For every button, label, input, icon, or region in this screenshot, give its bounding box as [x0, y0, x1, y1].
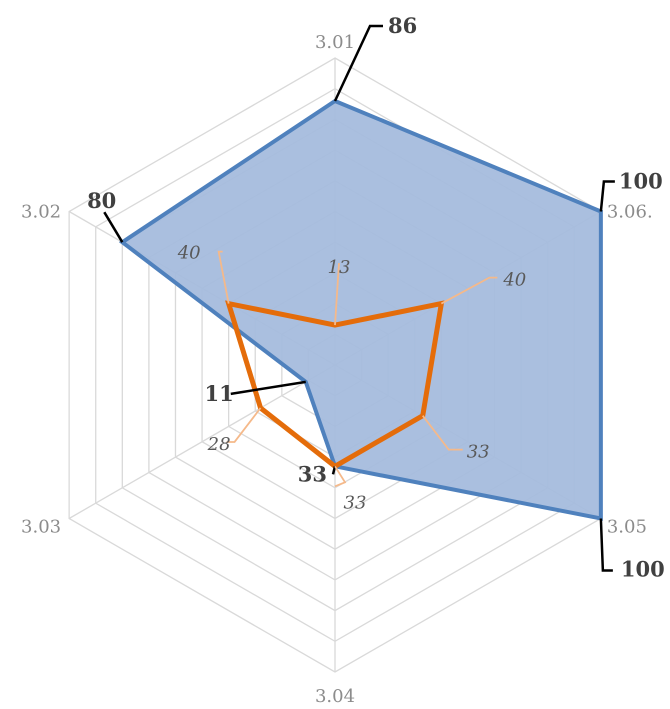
series-a-leader-3 [331, 466, 337, 475]
series-a-value-label-3: 33 [298, 461, 327, 486]
series-b-leader-4 [226, 407, 262, 443]
series-b-leader-3 [334, 465, 347, 488]
spoke-4 [68, 364, 336, 520]
series-a-value-label-4: 11 [205, 381, 234, 406]
series-a-value-label-1: 100 [619, 169, 663, 194]
series-a-leader-5 [103, 211, 124, 243]
series-b-leader-5 [217, 250, 230, 304]
series-a-leader-4 [230, 380, 306, 396]
series-b-value-label-2: 33 [467, 442, 490, 463]
series-b-leader-1 [440, 276, 498, 305]
series-b-leader-2 [422, 415, 463, 451]
series-b-value-label-3: 33 [344, 492, 367, 513]
series-a-leader-2 [599, 518, 613, 572]
series-b-value-label-1: 40 [502, 270, 526, 291]
category-label-5: 3.02 [21, 202, 61, 223]
label-leader-lines [103, 24, 615, 572]
series-b-value-label-0: 13 [328, 257, 351, 278]
series-a-area [118, 98, 603, 521]
series-a-value-label-5: 80 [87, 188, 116, 213]
value-labels: 86 100 100 33 11 80 13 40 33 33 28 40 [87, 13, 665, 582]
category-label-1: 3.06. [607, 202, 653, 223]
category-labels: 3.01 3.06. 3.05 3.04 3.03 3.02 [21, 32, 653, 707]
series-a [118, 98, 603, 521]
series-a-value-label-2: 100 [621, 557, 665, 582]
series-a-leader-1 [599, 180, 615, 212]
category-label-0: 3.01 [315, 32, 355, 53]
category-label-2: 3.05 [607, 517, 647, 538]
series-a-value-label-0: 86 [388, 13, 417, 38]
series-b-value-label-4: 28 [207, 434, 231, 455]
series-b-value-label-5: 40 [177, 243, 201, 264]
series-b-leader-0 [334, 263, 340, 326]
series-a-leader-0 [333, 24, 383, 102]
category-label-3: 3.04 [315, 686, 355, 707]
category-label-4: 3.03 [21, 517, 61, 538]
